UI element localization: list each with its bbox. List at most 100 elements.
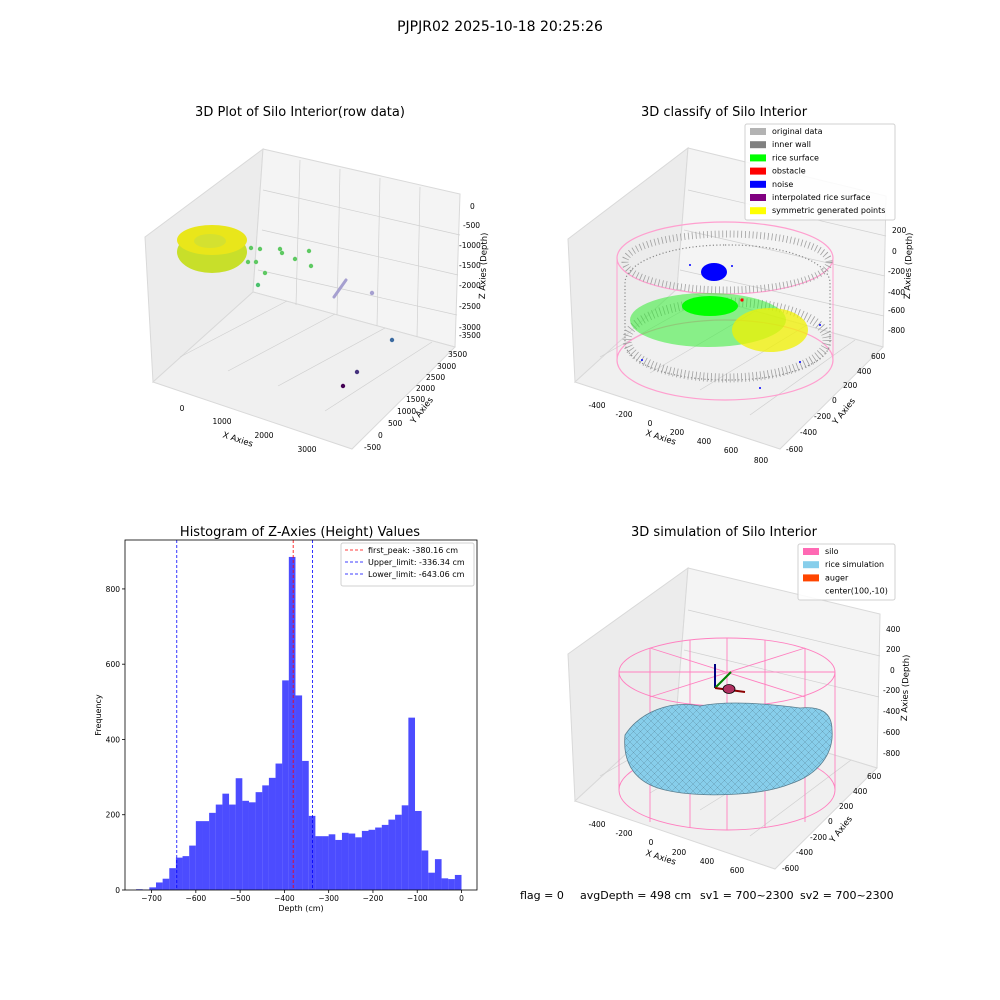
y-tick-label: 200 [839, 802, 854, 811]
y-tick-label: 400 [857, 367, 872, 376]
legend-swatch [750, 180, 766, 188]
hist-bar [149, 887, 156, 890]
legend-entries: first_peak: -380.16 cm Upper_limit: -336.… [345, 546, 465, 579]
panel4-y-ticks: -600 -400 -200 0 200 400 600 [782, 772, 882, 873]
panel4-x-ticks: -400 -200 0 200 400 600 [588, 820, 744, 875]
hist-ylabel: Frequency [94, 694, 103, 736]
data-point [354, 369, 360, 375]
y-tick-label: 400 [106, 735, 121, 744]
panel4-zlabel: Z Axies (Depth) [900, 654, 912, 721]
panel2-x-ticks: -400 -200 0 200 400 600 800 [588, 401, 768, 465]
hist-bar [415, 810, 422, 890]
y-tick-label: 600 [106, 660, 121, 669]
panel1-x-ticks: 0 1000 2000 3000 [180, 404, 317, 454]
legend-label: original data [772, 127, 823, 136]
panel4-legend: silo rice simulation auger center(100,-10) [797, 543, 896, 601]
hist-bar [441, 878, 449, 890]
y-tick-label: 200 [843, 381, 858, 390]
hist-bar [375, 827, 382, 890]
panel4-rice-mesh [624, 702, 833, 795]
legend-label: obstacle [772, 167, 806, 176]
z-tick-label: 200 [886, 645, 901, 654]
figure-title: PJPJR02 2025-10-18 20:25:26 [397, 19, 603, 35]
legend-label: noise [772, 180, 793, 189]
z-tick-label: -200 [883, 686, 900, 695]
legend-swatch [803, 574, 819, 582]
panel2-y-ticks: -600 -400 -200 0 200 400 600 [786, 352, 886, 454]
x-tick-label: 1000 [212, 417, 231, 426]
data-point [759, 387, 761, 389]
legend-label: auger [825, 573, 849, 582]
legend-label: inner wall [772, 140, 811, 149]
legend-entries: original data inner wall rice surface obsta… [750, 127, 885, 215]
x-tick-label: 0 [459, 894, 464, 903]
legend-swatch [803, 548, 819, 555]
panel1-z-ticks: 0 -500 -1000 -1500 -2000 -2500 -3000 -35… [459, 202, 481, 340]
legend-label: Upper_limit: -336.34 cm [368, 558, 465, 567]
hist-bar [388, 819, 396, 890]
z-tick-label: -600 [883, 728, 900, 737]
hist-bar [341, 832, 349, 890]
z-tick-label: -400 [888, 288, 905, 297]
x-tick-label: 3000 [297, 445, 316, 454]
panel1-silo-inner [194, 234, 226, 248]
panel2-inner-wall-band [622, 297, 832, 383]
data-point [799, 361, 801, 363]
y-tick-label: -600 [786, 445, 803, 454]
hist-bar [355, 837, 362, 890]
panel1-point-trail [332, 278, 348, 299]
hist-bar [268, 777, 276, 890]
hist-bar [255, 792, 263, 890]
x-tick-label: -400 [588, 820, 605, 829]
z-tick-label: 200 [892, 226, 907, 235]
hist-bar [275, 763, 283, 890]
hist-plot-frame [124, 539, 478, 891]
data-point [306, 248, 312, 254]
y-tick-label: 2500 [426, 373, 445, 382]
x-tick-label: 800 [754, 456, 769, 465]
hist-bar [182, 856, 190, 890]
y-tick-label: 0 [378, 431, 383, 440]
z-tick-label: 0 [470, 202, 475, 211]
panel2-legend: original data inner wall rice surface obsta… [744, 123, 896, 221]
panel2-noise-points [641, 264, 821, 389]
legend-label: rice simulation [825, 560, 884, 569]
hist-bar [315, 836, 323, 890]
panel2-inner-wall [624, 244, 831, 381]
panel-simulation-3d: 3D simulation of Silo Interior [567, 525, 912, 875]
panel-raw-3d: 3D Plot of Silo Interior(row data) [144, 105, 490, 454]
y-tick-label: 200 [106, 811, 121, 820]
panel3-title: Histogram of Z-Axies (Height) Values [180, 525, 420, 540]
z-tick-label: -3500 [459, 331, 481, 340]
data-point [255, 282, 261, 288]
data-point [262, 270, 268, 276]
hist-bars [136, 556, 462, 890]
legend-label: center(100,-10) [825, 587, 888, 596]
hist-bar [434, 859, 442, 890]
hist-bar [209, 812, 216, 890]
auger-axis-y [714, 671, 732, 689]
legend-frame [797, 543, 896, 601]
legend-entries: silo rice simulation auger center(100,-10) [803, 547, 888, 596]
x-tick-label: 400 [700, 857, 715, 866]
y-tick-label: -200 [814, 412, 831, 421]
hist-bar [421, 850, 429, 890]
legend-frame [744, 123, 896, 221]
hist-x-ticks: −700 −600 −500 −400 −300 −200 −100 0 [141, 890, 464, 903]
panel1-xlabel: X Axies [221, 430, 254, 449]
hist-bar [295, 695, 303, 890]
z-tick-label: -1500 [459, 261, 481, 270]
z-tick-label: -400 [883, 707, 900, 716]
legend-label: first_peak: -380.16 cm [368, 546, 458, 555]
panel2-rice-surface-core [682, 296, 738, 316]
panel1-points [177, 225, 395, 389]
y-tick-label: 600 [871, 352, 886, 361]
hist-bar [408, 717, 416, 890]
data-point [253, 259, 259, 265]
legend-label: Lower_limit: -643.06 cm [368, 570, 465, 579]
x-tick-label: 0 [648, 419, 653, 428]
legend-frame [340, 542, 475, 587]
hist-vlines [176, 540, 313, 890]
y-tick-label: -500 [364, 443, 381, 452]
x-tick-label: -200 [615, 410, 632, 419]
